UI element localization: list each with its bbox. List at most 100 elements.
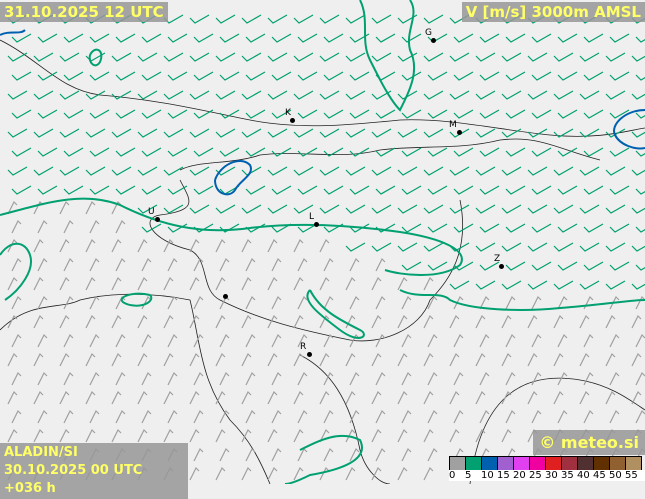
wind-barb — [501, 128, 522, 138]
wind-barb — [215, 390, 226, 405]
wind-barb — [345, 352, 356, 367]
legend-tick: 40 — [577, 470, 590, 481]
wind-barb — [427, 71, 448, 81]
wind-barb — [37, 257, 48, 272]
wind-barb — [111, 166, 132, 176]
isotach-contours — [0, 0, 645, 484]
wind-barb — [345, 428, 356, 443]
city-marker — [155, 217, 160, 222]
wind-barb — [219, 409, 230, 424]
wind-barb — [345, 166, 366, 176]
wind-barb — [609, 71, 630, 81]
wind-barb — [215, 204, 236, 214]
wind-barb — [635, 112, 645, 119]
wind-barb — [631, 352, 642, 367]
wind-barb — [345, 90, 366, 100]
wind-barb — [397, 314, 408, 329]
wind-barb — [163, 314, 174, 329]
wind-barb — [553, 280, 574, 290]
wind-barb — [449, 352, 460, 367]
wind-barb — [219, 147, 240, 157]
wind-barb — [137, 238, 148, 253]
wind-barb — [267, 238, 278, 253]
wind-barb — [475, 428, 486, 443]
wind-barb — [271, 71, 292, 81]
wind-barb — [553, 242, 574, 252]
wind-barb — [163, 128, 184, 138]
wind-barb — [475, 242, 496, 252]
wind-barb — [215, 238, 226, 253]
wind-barb — [219, 257, 230, 272]
wind-barb — [271, 371, 282, 386]
wind-barb — [449, 314, 460, 329]
wind-barb — [63, 33, 84, 43]
wind-barb — [163, 52, 184, 62]
wind-barb — [297, 333, 308, 348]
wind-barb — [605, 52, 626, 62]
wind-barb — [479, 33, 500, 43]
wind-barb — [527, 280, 548, 290]
wind-barb — [33, 90, 54, 100]
wind-barb — [11, 109, 32, 119]
wind-barb — [267, 14, 288, 24]
wind-barb — [323, 371, 334, 386]
wind-barb — [505, 409, 516, 424]
wind-barb — [319, 352, 330, 367]
wind-barb — [111, 352, 122, 367]
wind-barb — [323, 185, 344, 195]
wind-barb — [193, 257, 204, 272]
wind-barb — [271, 33, 292, 43]
wind-barb — [609, 333, 620, 348]
wind-barb — [115, 147, 136, 157]
wind-barb — [11, 147, 32, 157]
wind-barb — [401, 33, 422, 43]
wind-barb — [189, 352, 200, 367]
wind-barb — [475, 90, 496, 100]
wind-barb — [167, 371, 178, 386]
wind-barb — [215, 466, 226, 481]
wind-barb — [189, 52, 210, 62]
wind-barb — [189, 276, 200, 291]
wind-barb — [319, 466, 330, 481]
wind-barb — [527, 204, 548, 214]
wind-barb — [375, 333, 386, 348]
wind-barb — [319, 238, 330, 253]
wind-barb — [423, 242, 444, 252]
wind-barb — [59, 276, 70, 291]
wind-barb — [375, 185, 396, 195]
wind-barb — [635, 188, 645, 195]
wind-barb — [319, 52, 340, 62]
wind-barb — [605, 204, 626, 214]
wind-barb — [423, 314, 434, 329]
wind-barb — [297, 223, 318, 233]
wind-barb — [631, 55, 645, 62]
wind-barb — [37, 71, 58, 81]
wind-barb — [453, 223, 474, 233]
wind-barb — [215, 352, 226, 367]
wind-barb — [59, 128, 80, 138]
wind-barb — [63, 71, 84, 81]
wind-barb — [89, 185, 110, 195]
wind-barb — [141, 33, 162, 43]
wind-barb — [631, 390, 642, 405]
wind-barb — [375, 257, 386, 272]
wind-barb — [505, 71, 526, 81]
wind-barb — [631, 169, 645, 176]
wind-barb — [167, 71, 188, 81]
wind-barb — [375, 295, 386, 310]
wind-barb — [59, 90, 80, 100]
wind-barb — [137, 52, 158, 62]
wind-barb — [245, 33, 266, 43]
wind-barb — [63, 185, 84, 195]
wind-map — [0, 0, 645, 484]
wind-barb — [423, 166, 444, 176]
legend-tick: 10 — [481, 470, 494, 481]
wind-barb — [141, 371, 152, 386]
wind-barb — [501, 52, 522, 62]
wind-barb — [397, 466, 408, 481]
wind-barb — [297, 409, 308, 424]
wind-barb — [163, 428, 174, 443]
wind-barb — [553, 314, 564, 329]
wind-barb — [11, 71, 32, 81]
wind-barb — [137, 428, 148, 443]
